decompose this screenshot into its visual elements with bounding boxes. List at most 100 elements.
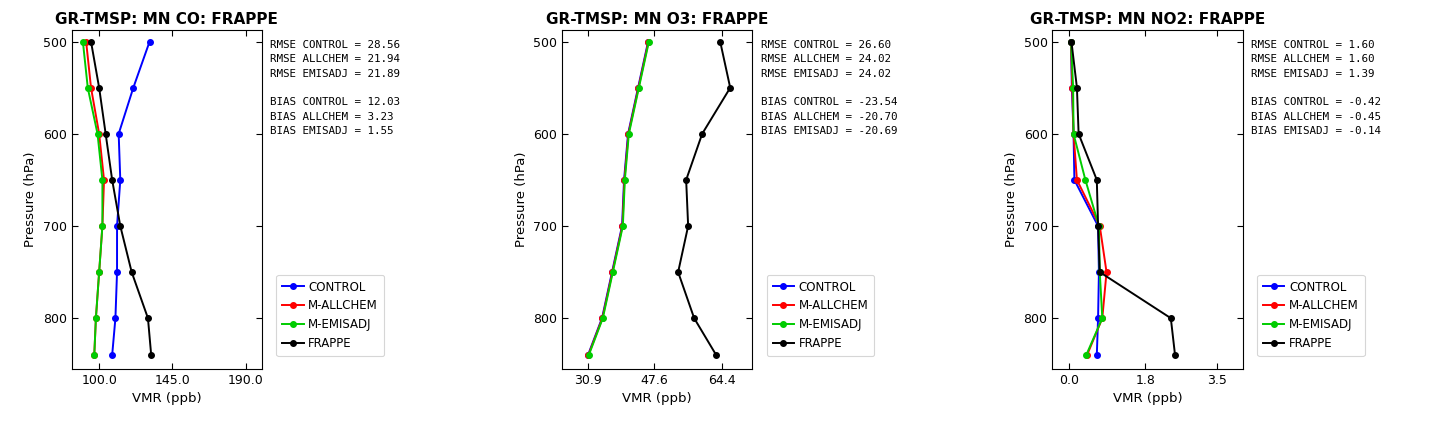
CONTROL bbox=[1062, 39, 1080, 44]
M-ALLCHEM bbox=[83, 85, 100, 90]
CONTROL bbox=[1065, 131, 1083, 137]
CONTROL bbox=[1088, 352, 1105, 357]
Legend: CONTROL, M-ALLCHEM, M-EMISADJ, FRAPPE: CONTROL, M-ALLCHEM, M-EMISADJ, FRAPPE bbox=[276, 275, 383, 356]
FRAPPE bbox=[112, 223, 129, 229]
M-ALLCHEM bbox=[593, 315, 611, 321]
FRAPPE bbox=[678, 177, 695, 182]
Line: FRAPPE: FRAPPE bbox=[675, 39, 734, 358]
FRAPPE bbox=[679, 223, 696, 229]
Y-axis label: Pressure (hPa): Pressure (hPa) bbox=[515, 151, 528, 247]
Line: M-EMISADJ: M-EMISADJ bbox=[586, 39, 652, 358]
FRAPPE bbox=[103, 177, 120, 182]
Title: GR-TMSP: MN NO2: FRAPPE: GR-TMSP: MN NO2: FRAPPE bbox=[1030, 12, 1266, 27]
CONTROL bbox=[109, 270, 126, 275]
FRAPPE bbox=[1088, 177, 1105, 182]
M-ALLCHEM bbox=[96, 177, 113, 182]
FRAPPE bbox=[97, 131, 114, 137]
Legend: CONTROL, M-ALLCHEM, M-EMISADJ, FRAPPE: CONTROL, M-ALLCHEM, M-EMISADJ, FRAPPE bbox=[1257, 275, 1364, 356]
Line: FRAPPE: FRAPPE bbox=[1068, 39, 1178, 358]
M-ALLCHEM bbox=[77, 39, 94, 44]
M-ALLCHEM bbox=[90, 270, 107, 275]
CONTROL bbox=[619, 131, 636, 137]
CONTROL bbox=[103, 352, 120, 357]
FRAPPE bbox=[669, 270, 686, 275]
Y-axis label: Pressure (hPa): Pressure (hPa) bbox=[24, 151, 37, 247]
M-ALLCHEM bbox=[1065, 131, 1083, 137]
Line: M-ALLCHEM: M-ALLCHEM bbox=[83, 39, 107, 358]
M-EMISADJ bbox=[1064, 85, 1081, 90]
M-EMISADJ bbox=[605, 270, 622, 275]
M-ALLCHEM bbox=[603, 270, 621, 275]
M-ALLCHEM bbox=[1094, 315, 1111, 321]
M-ALLCHEM bbox=[1091, 223, 1108, 229]
Line: FRAPPE: FRAPPE bbox=[89, 39, 154, 358]
M-EMISADJ bbox=[94, 223, 112, 229]
Text: RMSE CONTROL = 1.60
RMSE ALLCHEM = 1.60
RMSE EMISADJ = 1.39

BIAS CONTROL = -0.4: RMSE CONTROL = 1.60 RMSE ALLCHEM = 1.60 … bbox=[1251, 40, 1381, 136]
M-EMISADJ bbox=[1077, 177, 1094, 182]
CONTROL bbox=[110, 131, 127, 137]
M-EMISADJ bbox=[87, 315, 104, 321]
Line: M-ALLCHEM: M-ALLCHEM bbox=[1068, 39, 1110, 358]
M-EMISADJ bbox=[1091, 270, 1108, 275]
M-EMISADJ bbox=[615, 223, 632, 229]
CONTROL bbox=[1090, 270, 1107, 275]
Line: M-EMISADJ: M-EMISADJ bbox=[80, 39, 106, 358]
M-ALLCHEM bbox=[613, 223, 631, 229]
M-ALLCHEM bbox=[94, 223, 112, 229]
FRAPPE bbox=[1090, 223, 1107, 229]
CONTROL bbox=[1090, 315, 1107, 321]
Title: GR-TMSP: MN CO: FRAPPE: GR-TMSP: MN CO: FRAPPE bbox=[56, 12, 277, 27]
M-ALLCHEM bbox=[639, 39, 656, 44]
M-ALLCHEM bbox=[1062, 39, 1080, 44]
CONTROL bbox=[629, 85, 646, 90]
M-EMISADJ bbox=[1078, 352, 1095, 357]
Line: M-EMISADJ: M-EMISADJ bbox=[1068, 39, 1105, 358]
Text: RMSE CONTROL = 26.60
RMSE ALLCHEM = 24.02
RMSE EMISADJ = 24.02

BIAS CONTROL = -: RMSE CONTROL = 26.60 RMSE ALLCHEM = 24.0… bbox=[761, 40, 898, 136]
X-axis label: VMR (ppb): VMR (ppb) bbox=[1113, 392, 1183, 405]
CONTROL bbox=[615, 177, 632, 182]
Line: CONTROL: CONTROL bbox=[585, 39, 651, 358]
M-ALLCHEM bbox=[90, 131, 107, 137]
Text: RMSE CONTROL = 28.56
RMSE ALLCHEM = 21.94
RMSE EMISADJ = 21.89

BIAS CONTROL = 1: RMSE CONTROL = 28.56 RMSE ALLCHEM = 21.9… bbox=[270, 40, 400, 136]
M-ALLCHEM bbox=[1068, 177, 1085, 182]
CONTROL bbox=[109, 223, 126, 229]
FRAPPE bbox=[123, 270, 140, 275]
M-EMISADJ bbox=[1094, 315, 1111, 321]
M-EMISADJ bbox=[79, 85, 96, 90]
M-ALLCHEM bbox=[1078, 352, 1095, 357]
CONTROL bbox=[1064, 85, 1081, 90]
Legend: CONTROL, M-ALLCHEM, M-EMISADJ, FRAPPE: CONTROL, M-ALLCHEM, M-EMISADJ, FRAPPE bbox=[766, 275, 874, 356]
FRAPPE bbox=[1091, 270, 1108, 275]
CONTROL bbox=[639, 39, 656, 44]
FRAPPE bbox=[1163, 315, 1180, 321]
M-EMISADJ bbox=[1062, 39, 1080, 44]
M-EMISADJ bbox=[74, 39, 92, 44]
M-EMISADJ bbox=[86, 352, 103, 357]
CONTROL bbox=[142, 39, 159, 44]
M-ALLCHEM bbox=[619, 131, 636, 137]
CONTROL bbox=[107, 315, 124, 321]
Line: CONTROL: CONTROL bbox=[109, 39, 153, 358]
Title: GR-TMSP: MN O3: FRAPPE: GR-TMSP: MN O3: FRAPPE bbox=[546, 12, 768, 27]
M-ALLCHEM bbox=[579, 352, 596, 357]
FRAPPE bbox=[722, 85, 739, 90]
CONTROL bbox=[579, 352, 596, 357]
FRAPPE bbox=[685, 315, 702, 321]
M-EMISADJ bbox=[595, 315, 612, 321]
CONTROL bbox=[593, 315, 611, 321]
X-axis label: VMR (ppb): VMR (ppb) bbox=[622, 392, 692, 405]
M-EMISADJ bbox=[1090, 223, 1107, 229]
M-EMISADJ bbox=[631, 85, 648, 90]
M-ALLCHEM bbox=[86, 352, 103, 357]
FRAPPE bbox=[1167, 352, 1184, 357]
FRAPPE bbox=[712, 39, 729, 44]
M-EMISADJ bbox=[89, 131, 106, 137]
Line: CONTROL: CONTROL bbox=[1068, 39, 1101, 358]
CONTROL bbox=[124, 85, 142, 90]
FRAPPE bbox=[1068, 85, 1085, 90]
CONTROL bbox=[603, 270, 621, 275]
CONTROL bbox=[613, 223, 631, 229]
FRAPPE bbox=[694, 131, 711, 137]
M-EMISADJ bbox=[90, 270, 107, 275]
Y-axis label: Pressure (hPa): Pressure (hPa) bbox=[1005, 151, 1018, 247]
